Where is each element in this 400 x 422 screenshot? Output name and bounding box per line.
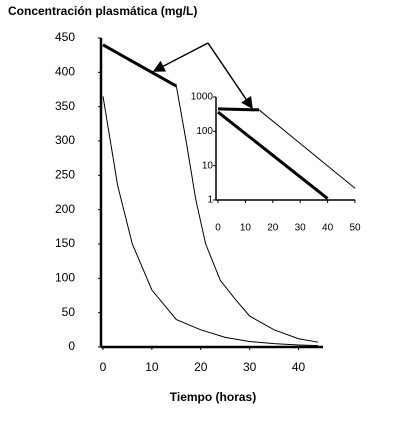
inset-plot: 1 10 100 1000 0 10 20 30 40 50 xyxy=(191,92,361,234)
x-tick-label: 30 xyxy=(243,360,257,374)
x-tick-label: 20 xyxy=(267,223,279,234)
x-tick-label: 0 xyxy=(215,223,221,234)
y-tick-label: 300 xyxy=(55,133,75,147)
line-series xyxy=(217,110,329,200)
x-tick-label: 0 xyxy=(100,360,107,374)
x-tick-label: 50 xyxy=(349,223,361,234)
x-tick-label: 30 xyxy=(295,223,307,234)
y-tick-label: 50 xyxy=(62,305,76,319)
x-tick-label: 40 xyxy=(322,223,334,234)
line-series xyxy=(258,109,356,189)
y-tick-label: 450 xyxy=(55,30,75,44)
y-tick-label: 350 xyxy=(55,99,75,113)
y-tick-label: 400 xyxy=(55,65,75,79)
x-tick-label: 10 xyxy=(240,223,252,234)
line-series xyxy=(102,43,178,88)
line-series xyxy=(102,96,319,347)
y-tick-label: 1 xyxy=(207,195,213,206)
y-tick-label: 100 xyxy=(196,126,213,137)
x-tick-label: 10 xyxy=(145,360,159,374)
y-tick-label: 150 xyxy=(55,236,75,250)
line-series xyxy=(217,107,260,112)
y-tick-label: 200 xyxy=(55,202,75,216)
x-tick-label: 40 xyxy=(292,360,306,374)
y-tick-label: 0 xyxy=(68,339,75,353)
y-tick-label: 100 xyxy=(55,271,75,285)
arrow xyxy=(152,42,209,72)
x-tick-label: 20 xyxy=(194,360,208,374)
inset-background xyxy=(212,90,362,205)
chart-title: Concentración plasmática (mg/L) xyxy=(8,4,197,18)
y-tick-label: 1000 xyxy=(191,92,214,103)
line-series xyxy=(175,85,319,343)
y-tick-label: 250 xyxy=(55,168,75,182)
arrow xyxy=(207,42,253,110)
x-axis-label: Tiempo (horas) xyxy=(170,390,256,404)
y-tick-label: 10 xyxy=(202,160,214,171)
